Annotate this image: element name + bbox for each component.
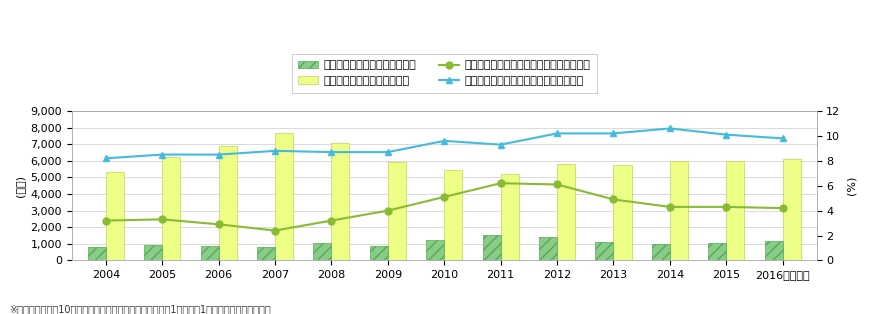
Bar <box>613 165 631 260</box>
Bar <box>275 133 293 260</box>
Bar <box>539 237 557 260</box>
Bar <box>257 247 275 260</box>
Bar <box>219 146 237 260</box>
Bar <box>200 246 219 260</box>
Bar <box>162 158 180 260</box>
Bar <box>596 242 613 260</box>
Bar <box>783 159 800 260</box>
Bar <box>652 244 670 260</box>
Bar <box>388 162 406 260</box>
Bar <box>444 170 463 260</box>
Bar <box>370 246 388 260</box>
Y-axis label: (億円): (億円) <box>15 175 25 197</box>
Bar <box>765 241 783 260</box>
Bar <box>144 245 162 260</box>
Bar <box>557 164 575 260</box>
Bar <box>501 174 519 260</box>
Y-axis label: (%): (%) <box>846 176 856 195</box>
Bar <box>483 235 501 260</box>
Bar <box>105 172 124 260</box>
Bar <box>426 240 444 260</box>
Bar <box>670 161 688 260</box>
Legend: ソフトウェア投賄額・中小企業, ソフトウェア投賄額・大企業, ソフトウェア投賄比率・中小企業（右軸）, ソフトウェア投賄比率・大企業（右軸）: ソフトウェア投賄額・中小企業, ソフトウェア投賄額・大企業, ソフトウェア投賄比… <box>292 54 597 93</box>
Bar <box>332 143 349 260</box>
Bar <box>726 161 745 260</box>
Bar <box>88 247 105 260</box>
Bar <box>314 243 332 260</box>
Bar <box>708 243 726 260</box>
Text: ※企業とは資本金10億円以上の企業、中小企業とは資本金1千万円以1億円未満の企業とする。: ※企業とは資本金10億円以上の企業、中小企業とは資本金1千万円以1億円未満の企業… <box>9 304 271 314</box>
